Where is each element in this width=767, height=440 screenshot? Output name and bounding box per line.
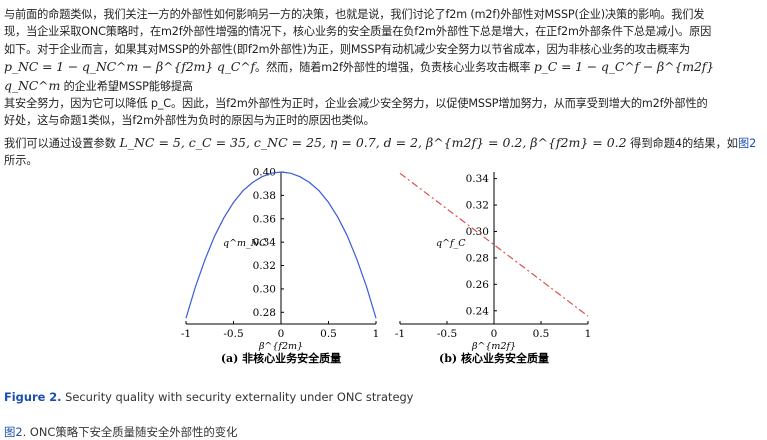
y-tick-label: 0.32 bbox=[253, 260, 276, 272]
figure-svg: -1 -0.5 0 0.5 10.400.380.360.340.320.300.28q… bbox=[181, 167, 592, 366]
series-line bbox=[399, 172, 589, 317]
y-tick-label: 0.30 bbox=[253, 283, 276, 295]
y-tick-label: 0.30 bbox=[466, 226, 489, 238]
y-axis-label: q^f_C bbox=[436, 238, 466, 249]
y-axis-label: q^m_NC bbox=[223, 238, 267, 249]
figure-caption-zh: 图2. ONC策略下安全质量随安全外部性的变化 bbox=[4, 424, 238, 440]
paragraph-line: 如下。对于企业而言，如果其对MSSP的外部性(即f2m外部性)为正，则MSSP有… bbox=[4, 42, 690, 56]
paragraph-line: 现，当企业采取ONC策略时，在m2f外部性增强的情况下，核心业务的安全质量在负f… bbox=[4, 25, 712, 39]
body-paragraph: 与前面的命题类似，我们关注一方的外部性如何影响另一方的决策，也就是说，我们讨论了… bbox=[4, 6, 760, 130]
y-tick-label: 0.38 bbox=[253, 190, 276, 202]
panel-title: (b) 核心业务安全质量 bbox=[439, 351, 549, 365]
formula-pc: p_C = 1 − q_C^f − β^{m2f} q_NC^m bbox=[4, 59, 715, 93]
figure-label-zh[interactable]: 图2 bbox=[4, 425, 23, 439]
param-suffix: 得到命题4的结果，如 bbox=[626, 137, 738, 150]
paragraph-line: p_NC = 1 − q_NC^m − β^{f2m} q_C^f。然而，随着m… bbox=[4, 58, 760, 95]
figure-label[interactable]: Figure 2. bbox=[4, 390, 62, 404]
figure-link[interactable]: 图2 bbox=[737, 137, 757, 150]
x-tick-label: 1 bbox=[373, 328, 380, 340]
y-tick-label: 0.32 bbox=[466, 200, 489, 212]
x-tick-label: -1 bbox=[181, 328, 191, 340]
x-axis-label: β^{f2m} bbox=[258, 341, 303, 352]
x-tick-label: 0 bbox=[491, 328, 498, 340]
series-line bbox=[185, 171, 377, 319]
param-formula: L_NC = 5, c_C = 35, c_NC = 25, η = 0.7, … bbox=[119, 135, 627, 150]
panel-title: (a) 非核心业务安全质量 bbox=[221, 351, 341, 365]
x-tick-label: 0.5 bbox=[320, 328, 337, 340]
x-tick-label: 1 bbox=[585, 328, 592, 340]
caption-text: Security quality with security externali… bbox=[61, 390, 414, 404]
y-tick-label: 0.28 bbox=[466, 252, 489, 264]
y-tick-label: 0.34 bbox=[253, 237, 277, 249]
paragraph-text: 的企业希望MSSP能够提高 bbox=[60, 79, 194, 93]
figure-2: -1 -0.5 0 0.5 1 0.40 0.38 0.36 0.34 0.32 0.30 0.28 q… bbox=[168, 162, 608, 372]
paragraph-line: 与前面的命题类似，我们关注一方的外部性如何影响另一方的决策，也就是说，我们讨论了… bbox=[4, 8, 705, 21]
x-axis-label: β^{m2f} bbox=[471, 341, 516, 352]
x-tick-label: -1 bbox=[395, 328, 405, 340]
x-tick-label: -0.5 bbox=[223, 328, 243, 340]
caption-text-zh: . ONC策略下安全质量随安全外部性的变化 bbox=[22, 425, 238, 439]
y-tick-label: 0.26 bbox=[466, 279, 490, 291]
y-tick-label: 0.24 bbox=[466, 305, 490, 317]
paragraph-line: 好处，这与命题1类似，当f2m外部性为负时的原因与为正时的原因也类似。 bbox=[4, 114, 375, 128]
param-end: 所示。 bbox=[4, 154, 38, 167]
y-tick-label: 0.40 bbox=[253, 167, 276, 179]
y-tick-label: 0.34 bbox=[466, 173, 490, 185]
paragraph-line: 其安全努力，因为它可以降低 p_C。因此，当f2m外部性为正时，企业会减少安全努… bbox=[4, 97, 708, 111]
x-tick-label: -0.5 bbox=[437, 328, 457, 340]
param-prefix: 我们可以通过设置参数 bbox=[4, 137, 120, 150]
parameter-sentence: 我们可以通过设置参数 L_NC = 5, c_C = 35, c_NC = 25… bbox=[4, 134, 760, 169]
x-tick-label: 0 bbox=[278, 328, 285, 340]
y-tick-label: 0.36 bbox=[253, 213, 277, 225]
figure-caption-en: Figure 2. Security quality with security… bbox=[4, 390, 413, 404]
x-tick-label: 0.5 bbox=[533, 328, 550, 340]
paragraph-text: 。然而，随着m2f外部性的增强，负责核心业务攻击概率 bbox=[255, 61, 534, 75]
formula-pnc: p_NC = 1 − q_NC^m − β^{f2m} q_C^f bbox=[4, 59, 256, 75]
y-tick-label: 0.28 bbox=[253, 307, 276, 319]
